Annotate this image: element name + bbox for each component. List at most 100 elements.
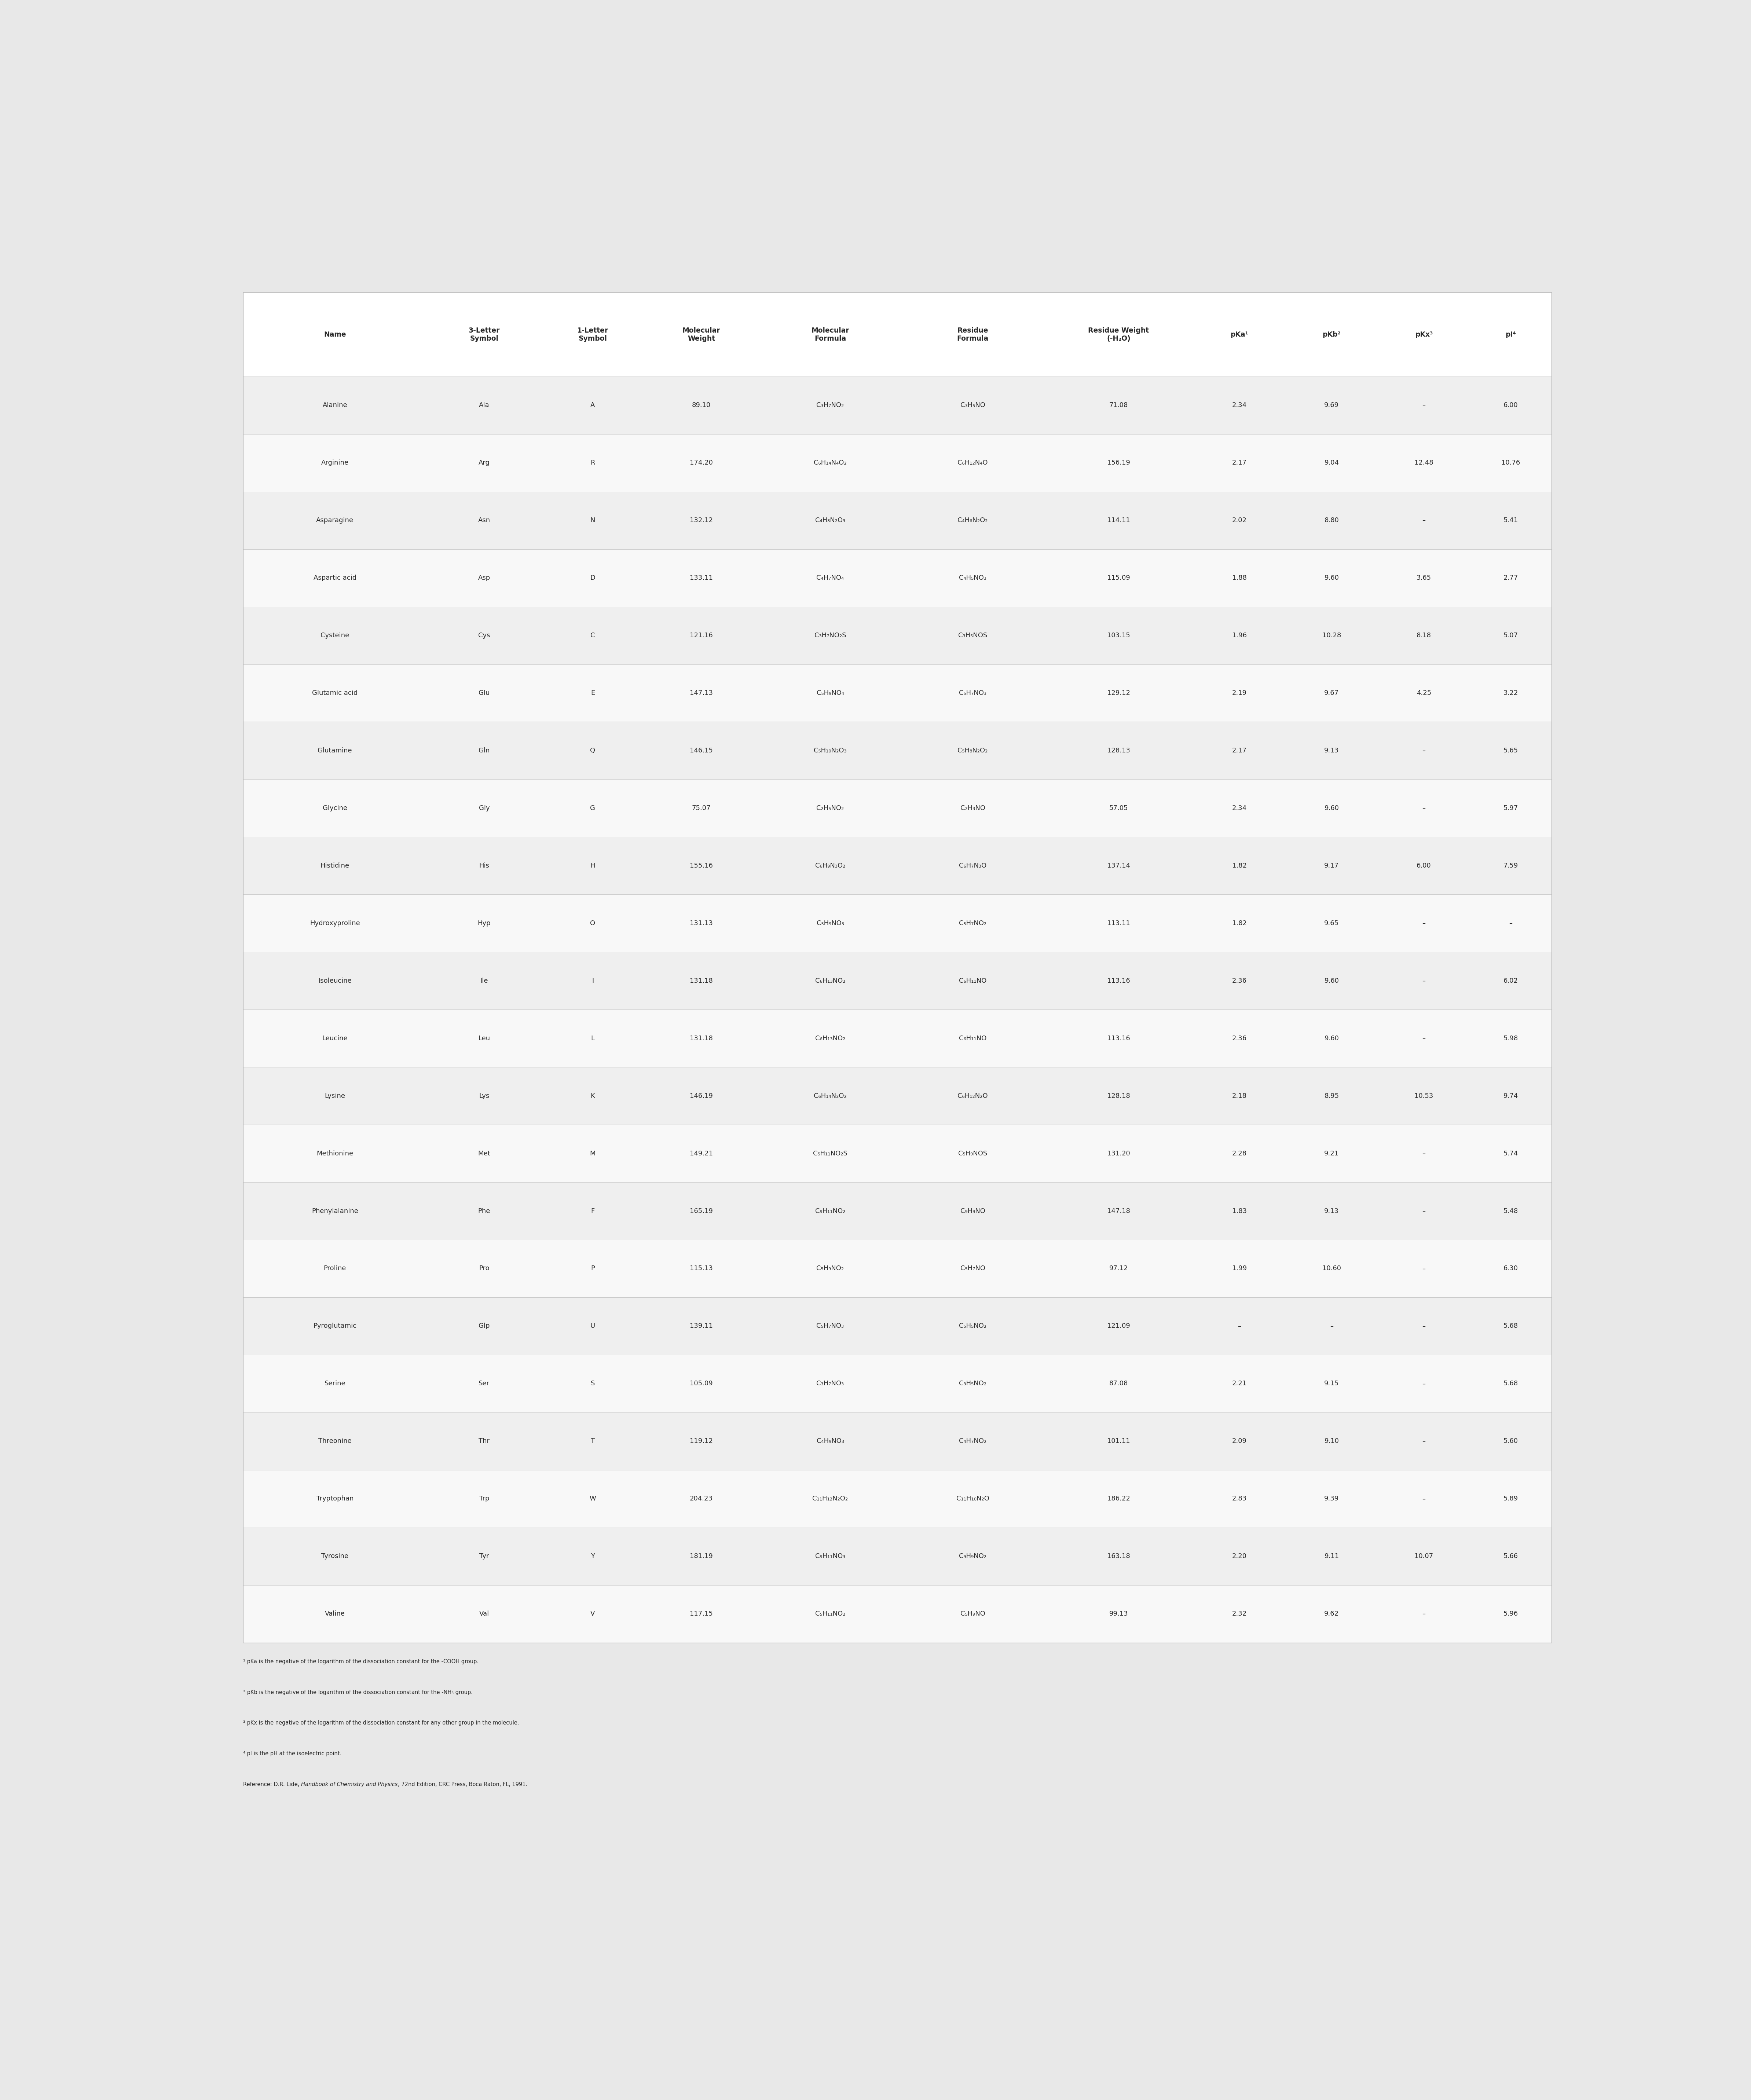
Text: 139.11: 139.11 [690, 1323, 713, 1329]
Text: 6.00: 6.00 [1417, 863, 1431, 869]
Bar [243, 951, 1551, 1010]
Text: C₁₁H₁₀N₂O: C₁₁H₁₀N₂O [956, 1495, 989, 1502]
Text: 9.65: 9.65 [1324, 920, 1340, 926]
Text: 2.21: 2.21 [1233, 1380, 1247, 1386]
Bar [243, 722, 1551, 779]
Text: 10.60: 10.60 [1322, 1264, 1341, 1273]
Text: ² pKb is the negative of the logarithm of the dissociation constant for the -NH₃: ² pKb is the negative of the logarithm o… [243, 1691, 473, 1695]
Text: 9.60: 9.60 [1324, 575, 1340, 582]
Text: –: – [1422, 1323, 1425, 1329]
Text: 204.23: 204.23 [690, 1495, 713, 1502]
Text: C₂H₃NO: C₂H₃NO [960, 804, 986, 811]
Text: 1.96: 1.96 [1233, 632, 1247, 638]
Text: C₃H₅NOS: C₃H₅NOS [958, 632, 988, 638]
Text: C₄H₉NO₃: C₄H₉NO₃ [816, 1439, 844, 1445]
Text: N: N [590, 517, 595, 523]
Text: 9.60: 9.60 [1324, 804, 1340, 811]
Text: 5.98: 5.98 [1504, 1035, 1518, 1042]
Text: C₅H₁₁NO₂S: C₅H₁₁NO₂S [812, 1151, 847, 1157]
Text: C₄H₆N₂O₂: C₄H₆N₂O₂ [958, 517, 988, 523]
Text: 75.07: 75.07 [692, 804, 711, 811]
Text: Glutamine: Glutamine [317, 748, 352, 754]
Text: 8.80: 8.80 [1324, 517, 1340, 523]
Text: C₃H₇NO₃: C₃H₇NO₃ [816, 1380, 844, 1386]
Text: C₁₁H₁₂N₂O₂: C₁₁H₁₂N₂O₂ [812, 1495, 847, 1502]
Text: Phe: Phe [478, 1207, 490, 1214]
Text: –: – [1422, 1207, 1425, 1214]
Text: 5.89: 5.89 [1504, 1495, 1518, 1502]
Text: 137.14: 137.14 [1107, 863, 1129, 869]
Text: C₆H₁₁NO: C₆H₁₁NO [960, 1035, 986, 1042]
Text: Aspartic acid: Aspartic acid [313, 575, 357, 582]
Text: 1.99: 1.99 [1233, 1264, 1247, 1273]
Text: Phenylalanine: Phenylalanine [312, 1207, 359, 1214]
Text: –: – [1422, 1495, 1425, 1502]
Text: O: O [590, 920, 595, 926]
Text: 97.12: 97.12 [1108, 1264, 1128, 1273]
Text: 115.09: 115.09 [1107, 575, 1129, 582]
Text: 2.19: 2.19 [1233, 689, 1247, 697]
Text: Thr: Thr [478, 1439, 490, 1445]
Text: , 72nd Edition, CRC Press, Boca Raton, FL, 1991.: , 72nd Edition, CRC Press, Boca Raton, F… [397, 1781, 527, 1787]
Text: Cys: Cys [478, 632, 490, 638]
Text: 174.20: 174.20 [690, 460, 713, 466]
Text: 5.68: 5.68 [1504, 1380, 1518, 1386]
Text: Molecular
Formula: Molecular Formula [811, 328, 849, 342]
Text: 2.17: 2.17 [1233, 460, 1247, 466]
Text: C₃H₅NO: C₃H₅NO [960, 401, 986, 410]
Text: 5.66: 5.66 [1504, 1554, 1518, 1560]
Text: 1-Letter
Symbol: 1-Letter Symbol [578, 328, 608, 342]
Text: Isoleucine: Isoleucine [319, 977, 352, 985]
Text: 3-Letter
Symbol: 3-Letter Symbol [469, 328, 499, 342]
Text: Arginine: Arginine [320, 460, 348, 466]
Text: 9.17: 9.17 [1324, 863, 1340, 869]
Text: R: R [590, 460, 595, 466]
Bar [243, 895, 1551, 951]
Text: Ile: Ile [480, 977, 489, 985]
Text: Asn: Asn [478, 517, 490, 523]
Text: 6.02: 6.02 [1504, 977, 1518, 985]
Text: 165.19: 165.19 [690, 1207, 713, 1214]
Text: 133.11: 133.11 [690, 575, 713, 582]
Text: Cysteine: Cysteine [320, 632, 348, 638]
Text: 113.16: 113.16 [1107, 1035, 1129, 1042]
Bar [243, 491, 1551, 550]
Text: Valine: Valine [326, 1611, 345, 1617]
Text: Leucine: Leucine [322, 1035, 348, 1042]
Text: H: H [590, 863, 595, 869]
Text: 2.36: 2.36 [1233, 1035, 1247, 1042]
Text: Met: Met [478, 1151, 490, 1157]
Text: Alanine: Alanine [322, 401, 347, 410]
Text: –: – [1422, 1380, 1425, 1386]
Bar [243, 550, 1551, 607]
Text: 2.83: 2.83 [1233, 1495, 1247, 1502]
Text: Handbook of Chemistry and Physics: Handbook of Chemistry and Physics [301, 1781, 397, 1787]
Text: 9.11: 9.11 [1324, 1554, 1340, 1560]
Text: C₃H₅NO₂: C₃H₅NO₂ [960, 1380, 986, 1386]
Text: Q: Q [590, 748, 595, 754]
Text: 71.08: 71.08 [1108, 401, 1128, 410]
Text: –: – [1422, 517, 1425, 523]
Text: Threonine: Threonine [319, 1439, 352, 1445]
Text: C₉H₉NO: C₉H₉NO [960, 1207, 986, 1214]
Bar [243, 607, 1551, 664]
Bar [243, 1126, 1551, 1182]
Text: C₆H₁₂N₄O: C₆H₁₂N₄O [958, 460, 988, 466]
Text: 9.21: 9.21 [1324, 1151, 1340, 1157]
Text: 131.18: 131.18 [690, 1035, 713, 1042]
Bar [243, 779, 1551, 838]
Text: Glu: Glu [478, 689, 490, 697]
Text: I: I [592, 977, 594, 985]
Text: 115.13: 115.13 [690, 1264, 713, 1273]
Text: C₃H₇NO₂: C₃H₇NO₂ [816, 401, 844, 410]
Text: C₅H₉NOS: C₅H₉NOS [958, 1151, 988, 1157]
Text: C₉H₁₁NO₃: C₉H₁₁NO₃ [816, 1554, 846, 1560]
Bar [243, 292, 1551, 376]
Bar [243, 1586, 1551, 1642]
Text: 9.60: 9.60 [1324, 1035, 1340, 1042]
Text: 9.13: 9.13 [1324, 748, 1340, 754]
Text: 1.88: 1.88 [1233, 575, 1247, 582]
Text: 147.18: 147.18 [1107, 1207, 1129, 1214]
Text: V: V [590, 1611, 595, 1617]
Text: 103.15: 103.15 [1107, 632, 1129, 638]
